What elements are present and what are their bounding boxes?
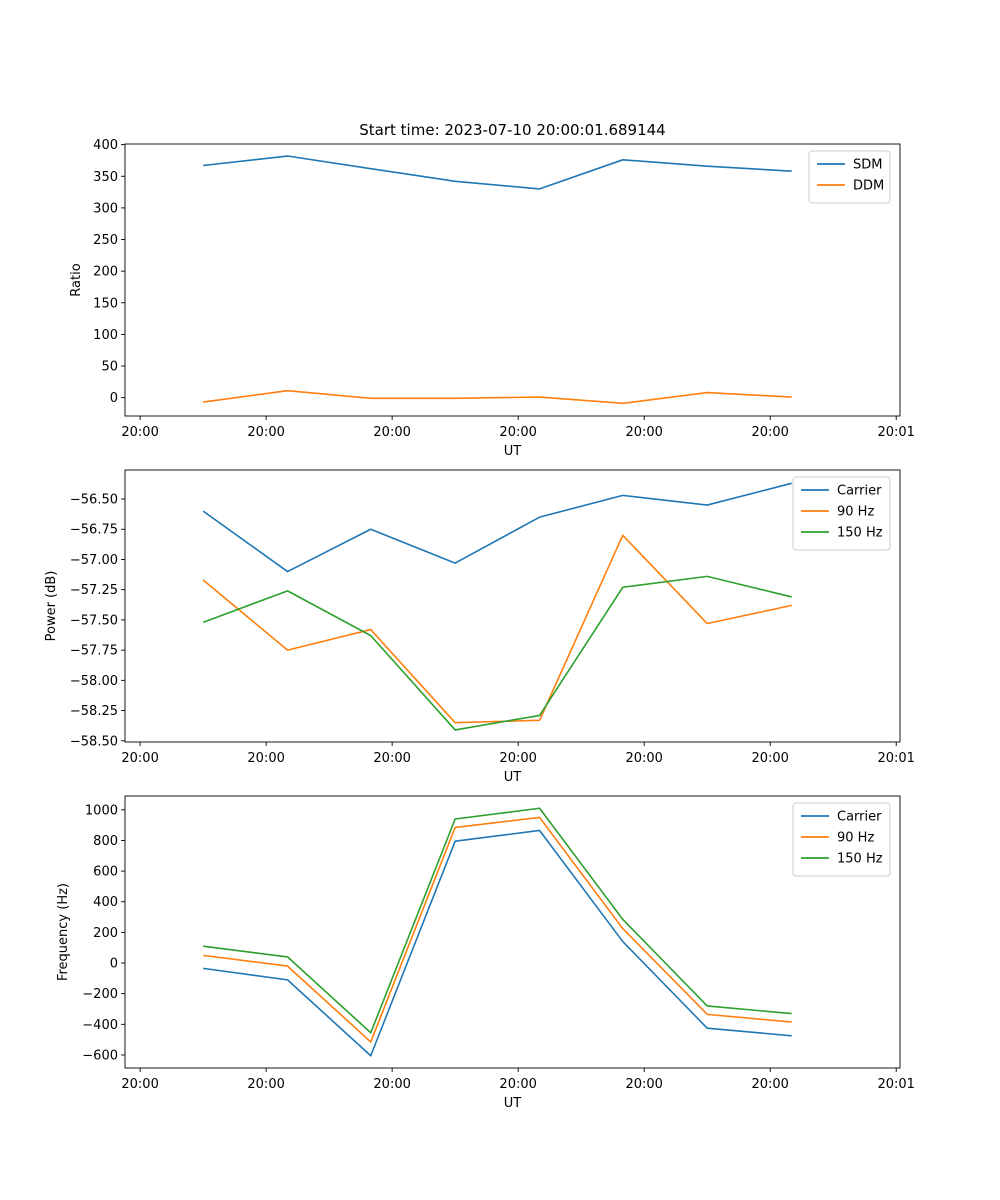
series-line-90-hz: [202, 534, 792, 724]
legend-label: 150 Hz: [837, 852, 883, 867]
y-tick-label: 200: [93, 265, 118, 280]
axes-frame: [124, 469, 901, 743]
y-tick-label: −400: [82, 1018, 118, 1033]
y-tick-label: −56.75: [70, 523, 118, 538]
y-tick-label: −58.25: [70, 704, 118, 719]
x-tick-label: 20:00: [247, 751, 284, 766]
y-tick-label: 350: [93, 170, 118, 185]
y-tick-label: 0: [110, 391, 118, 406]
chart-panel-2: 20:00 20:00 20:00 20:00 20:00 20:00 20:01 −58.5…: [44, 469, 915, 785]
legend-label: Carrier: [837, 810, 882, 825]
y-tick-label: −56.50: [70, 493, 118, 508]
legend: Carrier 90 Hz 150 Hz: [792, 802, 891, 877]
x-axis-label: UT: [504, 444, 522, 459]
y-tick-label: 400: [93, 138, 118, 153]
plot-area: [125, 144, 900, 416]
x-tick-label: 20:00: [625, 1077, 662, 1092]
legend-label: 90 Hz: [837, 831, 874, 846]
y-tick-label: −57.00: [70, 553, 118, 568]
y-tick-label: −58.50: [70, 734, 118, 749]
y-tick-label: 200: [93, 926, 118, 941]
legend: Carrier 90 Hz 150 Hz: [792, 476, 891, 551]
y-tick-label: −600: [82, 1048, 118, 1063]
y-tick-label: −200: [82, 987, 118, 1002]
y-tick-label: −57.75: [70, 644, 118, 659]
y-tick-label: 400: [93, 895, 118, 910]
axes-frame: [124, 143, 901, 417]
x-tick-label: 20:00: [751, 751, 788, 766]
plot-area: [125, 470, 900, 742]
x-tick-label: 20:00: [625, 751, 662, 766]
y-tick-label: −58.00: [70, 674, 118, 689]
x-tick-label: 20:01: [877, 751, 914, 766]
x-tick-label: 20:00: [499, 1077, 536, 1092]
legend-label: Carrier: [837, 484, 882, 499]
x-tick-label: 20:00: [247, 1077, 284, 1092]
x-tick-label: 20:00: [247, 425, 284, 440]
series-line-150-hz: [202, 575, 792, 731]
x-tick-label: 20:00: [751, 1077, 788, 1092]
x-tick-label: 20:00: [499, 751, 536, 766]
series-line-carrier: [203, 829, 792, 1057]
chart-panel-1: 20:00 20:00 20:00 20:00 20:00 20:00 20:01 0 50 10…: [69, 121, 915, 459]
x-tick-label: 20:00: [373, 425, 410, 440]
chart-title: Start time: 2023-07-10 20:00:01.689144: [359, 121, 665, 139]
y-axis-label: Ratio: [69, 263, 84, 296]
series-line-carrier: [202, 482, 792, 573]
series-line-150-hz: [203, 807, 792, 1034]
series-line-ddm: [203, 389, 792, 405]
y-tick-label: 100: [93, 328, 118, 343]
x-tick-label: 20:00: [625, 425, 662, 440]
y-axis-label: Power (dB): [44, 571, 59, 642]
y-tick-label: 600: [93, 865, 118, 880]
y-tick-label: 800: [93, 834, 118, 849]
x-tick-label: 20:00: [499, 425, 536, 440]
y-tick-label: 0: [110, 957, 118, 972]
series-line-sdm: [203, 155, 792, 190]
y-tick-label: −57.50: [70, 613, 118, 628]
series-line-90-hz: [203, 816, 792, 1043]
y-axis-label: Frequency (Hz): [56, 883, 71, 981]
x-axis-label: UT: [504, 1096, 522, 1111]
x-tick-label: 20:00: [121, 751, 158, 766]
y-tick-label: 300: [93, 201, 118, 216]
y-tick-label: 1000: [85, 803, 118, 818]
legend-label: 90 Hz: [837, 505, 874, 520]
y-tick-label: −57.25: [70, 583, 118, 598]
x-tick-label: 20:00: [373, 1077, 410, 1092]
x-tick-label: 20:01: [877, 425, 914, 440]
x-tick-label: 20:00: [751, 425, 788, 440]
y-tick-label: 150: [93, 296, 118, 311]
legend-label: DDM: [853, 179, 884, 194]
chart-panel-3: 20:00 20:00 20:00 20:00 20:00 20:00 20:01 −600 −…: [56, 795, 915, 1111]
x-tick-label: 20:00: [121, 1077, 158, 1092]
x-tick-label: 20:01: [877, 1077, 914, 1092]
y-tick-label: 50: [101, 360, 118, 375]
legend: SDM DDM: [808, 150, 891, 204]
legend-label: 150 Hz: [837, 526, 883, 541]
x-axis-label: UT: [504, 770, 522, 785]
y-tick-label: 250: [93, 233, 118, 248]
x-tick-label: 20:00: [121, 425, 158, 440]
plot-area: [125, 796, 900, 1068]
legend-label: SDM: [853, 158, 882, 173]
x-tick-label: 20:00: [373, 751, 410, 766]
